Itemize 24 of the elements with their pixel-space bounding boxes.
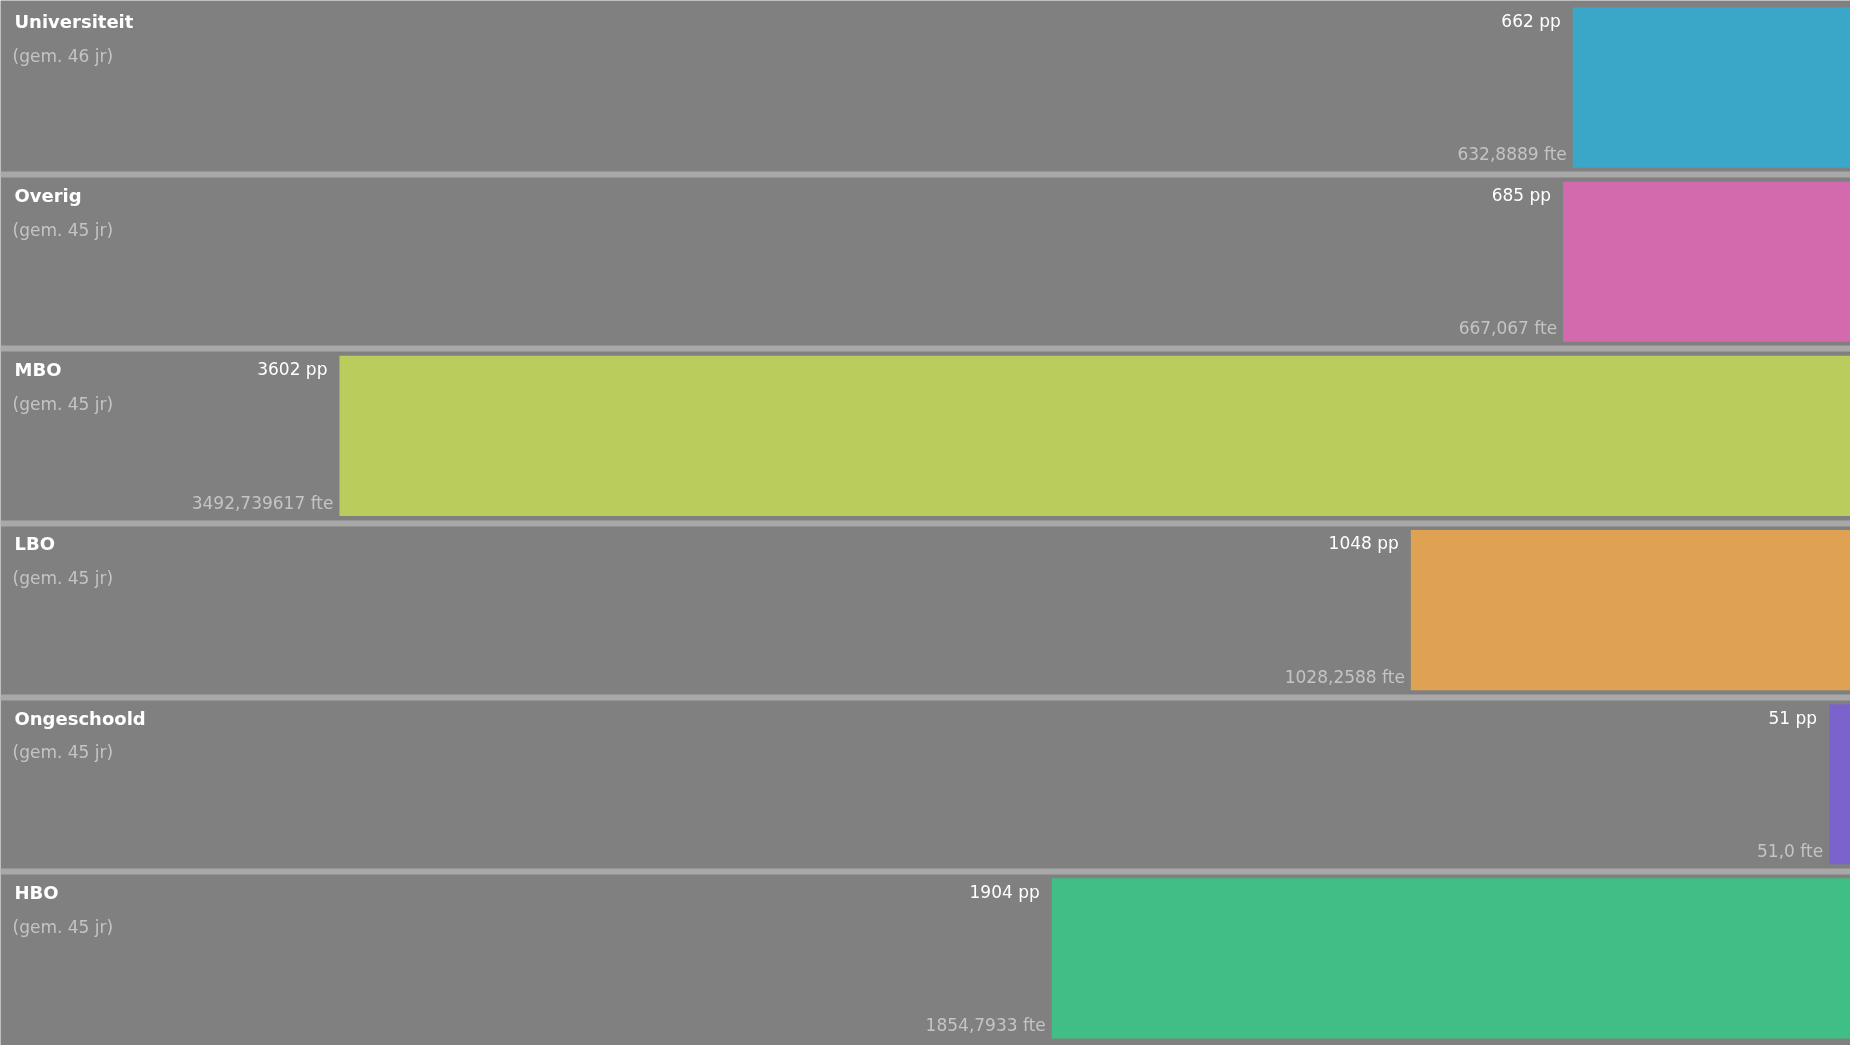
annotation: 51,0 fte	[1757, 840, 1824, 861]
data-label: 1048 pp	[1328, 533, 1399, 554]
annotation: 667,067 fte	[1458, 318, 1558, 339]
data-label: 3602 pp	[257, 359, 328, 380]
bar	[1563, 181, 1850, 342]
bar	[1572, 7, 1850, 168]
y-tick-label: Ongeschoold (gem. 45 jr)	[12, 707, 146, 763]
data-label: 685 pp	[1491, 185, 1552, 206]
data-label: 662 pp	[1501, 10, 1561, 31]
annotation: 632,8889 fte	[1457, 144, 1567, 165]
y-tick-label: MBO (gem. 45 jr)	[12, 359, 114, 415]
y-tick-label: Overig (gem. 45 jr)	[12, 185, 114, 240]
annotation: 1854,7933 fte	[925, 1015, 1046, 1036]
bar	[1051, 878, 1850, 1039]
y-tick-label: Universiteit (gem. 46 jr)	[12, 10, 134, 66]
y-tick-label: HBO (gem. 45 jr)	[12, 881, 114, 937]
annotation: 1028,2588 fte	[1284, 666, 1405, 687]
data-label: 51 pp	[1768, 707, 1818, 728]
y-tick-label: LBO (gem. 45 jr)	[12, 533, 114, 589]
bar	[1410, 529, 1850, 691]
bar	[1829, 704, 1850, 865]
data-label: 1904 pp	[969, 881, 1040, 902]
bar	[339, 355, 1850, 517]
annotation: 3492,739617 fte	[191, 492, 334, 513]
